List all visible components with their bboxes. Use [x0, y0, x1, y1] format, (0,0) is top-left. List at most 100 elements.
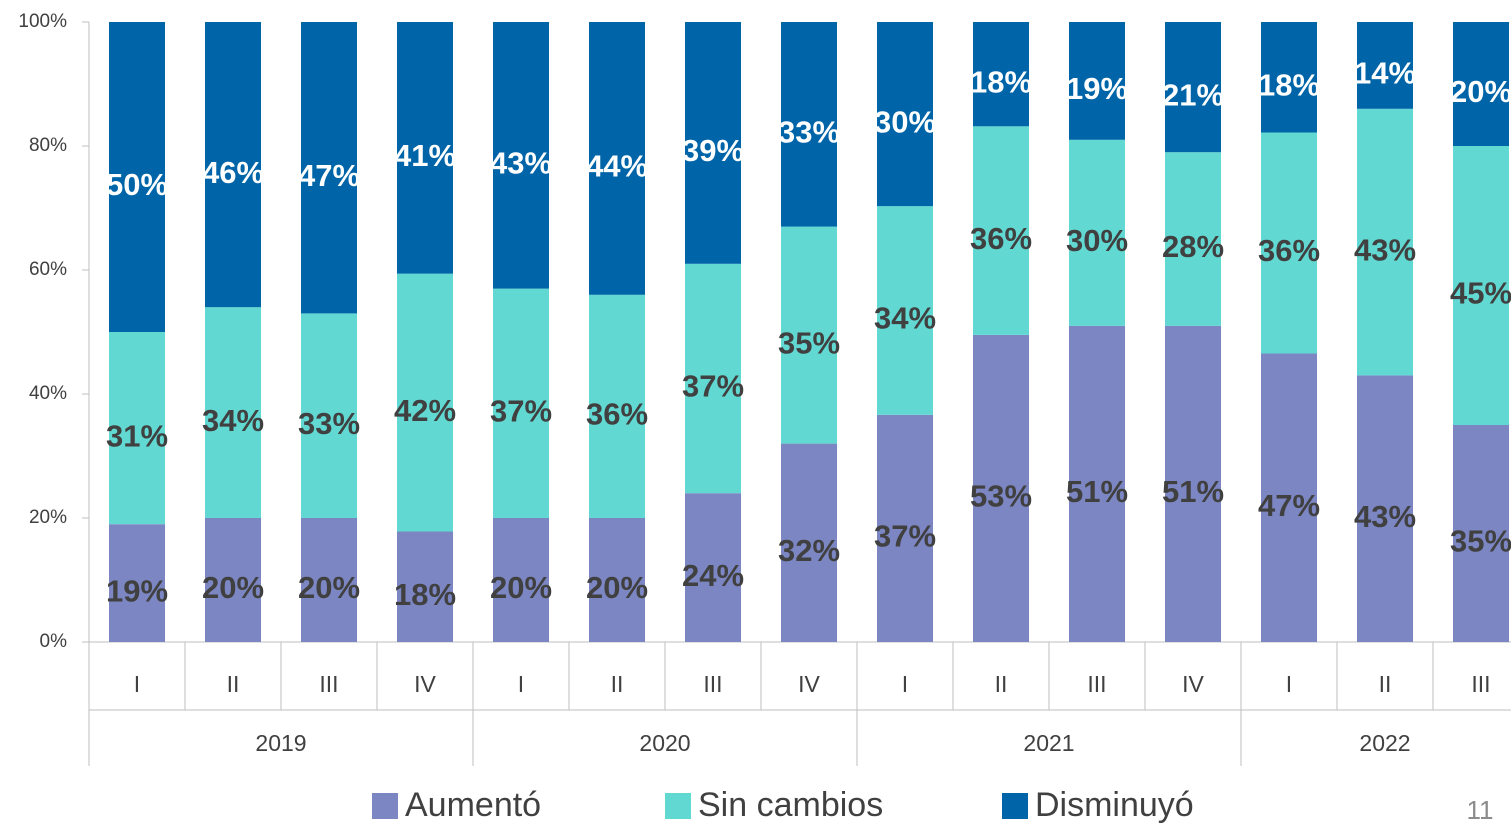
bar-segment	[1069, 139, 1125, 326]
bar-segment	[973, 334, 1029, 642]
data-label: 44%	[586, 149, 648, 184]
data-label: 18%	[394, 577, 456, 612]
bar-segment	[685, 22, 741, 264]
x-tick-label: I	[134, 671, 140, 697]
bar-segment	[1357, 108, 1413, 376]
page-number: 11	[1467, 795, 1494, 825]
x-tick-label: IV	[414, 671, 436, 697]
bar-segment	[1261, 353, 1317, 642]
data-label: 31%	[106, 418, 168, 453]
bar-segment	[685, 493, 741, 642]
bar-segment	[877, 414, 933, 642]
data-label: 37%	[490, 393, 552, 428]
x-tick-label: IV	[1182, 671, 1204, 697]
legend-label: Aumentó	[405, 786, 541, 824]
bar-segment	[1069, 325, 1125, 642]
data-label: 36%	[586, 397, 648, 432]
bar-segment	[1165, 325, 1221, 642]
data-label: 47%	[1258, 488, 1320, 523]
data-label: 33%	[298, 406, 360, 441]
x-tick-label: II	[227, 671, 240, 697]
x-tick-label: III	[1087, 671, 1106, 697]
x-tick-label: III	[703, 671, 722, 697]
bar-segment	[1357, 375, 1413, 642]
data-label: 41%	[394, 138, 456, 173]
bar-segment	[397, 273, 453, 532]
bar-segment	[109, 524, 165, 642]
bar-segment	[781, 226, 837, 444]
y-tick-label: 0%	[40, 631, 68, 652]
bar-segment	[205, 518, 261, 642]
data-label: 45%	[1450, 276, 1511, 311]
bar-segment	[685, 263, 741, 494]
data-label: 21%	[1162, 77, 1224, 112]
x-tick-label: II	[995, 671, 1008, 697]
x-tick-label: III	[319, 671, 338, 697]
legend-swatch	[372, 793, 398, 819]
bar-segment	[205, 22, 261, 308]
data-label: 34%	[874, 301, 936, 336]
data-label: 37%	[682, 369, 744, 404]
data-label: 35%	[1450, 524, 1511, 559]
legend-label: Sin cambios	[698, 786, 883, 824]
data-label: 39%	[682, 133, 744, 168]
data-label: 32%	[778, 533, 840, 568]
x-tick-label: I	[518, 671, 524, 697]
bar-segment	[397, 531, 453, 642]
x-tick-label: IV	[798, 671, 820, 697]
data-label: 18%	[970, 64, 1032, 99]
bar-segment	[877, 22, 933, 207]
bar-segment	[973, 126, 1029, 335]
bar-segment	[1261, 22, 1317, 133]
data-label: 36%	[970, 221, 1032, 256]
data-label: 43%	[490, 145, 552, 180]
data-label: 28%	[1162, 229, 1224, 264]
bar-segment	[109, 22, 165, 332]
x-tick-label: II	[1379, 671, 1392, 697]
data-label: 24%	[682, 558, 744, 593]
bar-segment	[493, 518, 549, 642]
bar-segment	[301, 518, 357, 642]
data-label: 18%	[1258, 67, 1320, 102]
bar-segment	[1453, 425, 1509, 642]
data-label: 37%	[874, 519, 936, 554]
data-label: 46%	[202, 155, 264, 190]
data-label: 30%	[874, 104, 936, 139]
bar-segment	[1165, 22, 1221, 153]
x-tick-label: I	[902, 671, 908, 697]
bar-segment	[1453, 22, 1509, 146]
x-tick-label: II	[611, 671, 624, 697]
bar-segment	[589, 22, 645, 295]
bar-segment	[397, 22, 453, 274]
data-label: 47%	[298, 158, 360, 193]
data-label: 30%	[1066, 223, 1128, 258]
y-tick-label: 40%	[29, 383, 67, 404]
data-label: 36%	[1258, 233, 1320, 268]
data-label: 19%	[106, 573, 168, 608]
bar-segment	[1069, 22, 1125, 140]
data-label: 14%	[1354, 56, 1416, 91]
group-label: 2020	[639, 730, 690, 756]
data-label: 20%	[202, 570, 264, 605]
bar-segment	[301, 22, 357, 314]
group-label: 2022	[1359, 730, 1410, 756]
bar-segment	[1453, 146, 1509, 425]
data-label: 51%	[1066, 474, 1128, 509]
data-label: 20%	[586, 570, 648, 605]
bar-segment	[589, 518, 645, 642]
group-label: 2019	[255, 730, 306, 756]
x-tick-label: I	[1286, 671, 1292, 697]
y-tick-label: 20%	[29, 507, 67, 528]
bar-segment	[205, 307, 261, 518]
data-label: 20%	[298, 570, 360, 605]
data-label: 35%	[778, 325, 840, 360]
data-label: 42%	[394, 393, 456, 428]
bar-segment	[589, 294, 645, 518]
data-label: 53%	[970, 479, 1032, 514]
data-label: 34%	[202, 403, 264, 438]
group-label: 2021	[1023, 730, 1074, 756]
y-tick-label: 80%	[29, 135, 67, 156]
data-label: 20%	[490, 570, 552, 605]
legend-label: Disminuyó	[1035, 786, 1194, 824]
